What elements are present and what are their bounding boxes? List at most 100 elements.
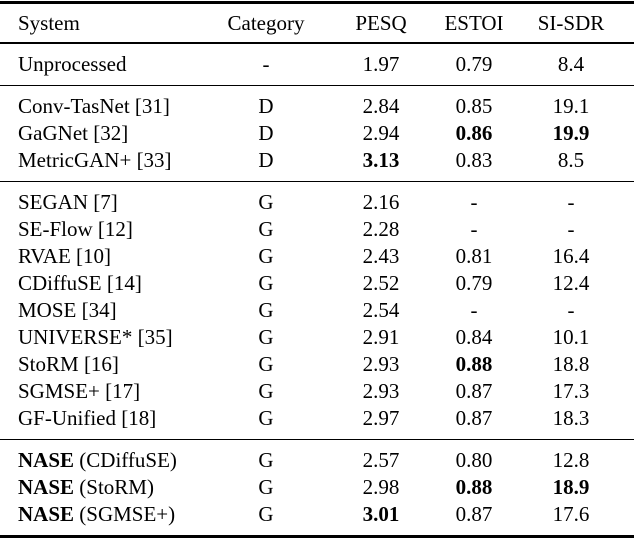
cell-pesq: 2.54 — [362, 298, 400, 322]
cell-sisdr: 19.1 — [552, 94, 590, 118]
system-name: (StoRM) — [74, 475, 154, 499]
cell-estoi: 0.80 — [455, 448, 493, 472]
cell-system: RVAE [10] — [0, 243, 210, 270]
system-name: (CDiffuSE) — [74, 448, 177, 472]
table-row: NASE (CDiffuSE) G 2.57 0.80 12.8 — [0, 440, 634, 475]
cell-pesq: 1.97 — [362, 52, 400, 76]
col-header-sisdr: SI-SDR — [537, 11, 605, 35]
cell-sisdr: 17.6 — [552, 502, 590, 526]
cell-system: Unprocessed — [0, 43, 210, 86]
system-name: MetricGAN+ [33] — [18, 148, 172, 172]
header-row: System Category PESQ ESTOI SI-SDR — [0, 3, 634, 44]
cell-system: SGMSE+ [17] — [0, 378, 210, 405]
table-row: SE-Flow [12] G 2.28 - - — [0, 216, 634, 243]
cell-sisdr: - — [567, 298, 575, 322]
system-name: RVAE [10] — [18, 244, 112, 268]
table-row: SGMSE+ [17] G 2.93 0.87 17.3 — [0, 378, 634, 405]
cell-category: - — [262, 52, 270, 76]
cell-sisdr: 12.4 — [552, 271, 590, 295]
cell-pesq: 2.93 — [362, 379, 400, 403]
system-name-bold: NASE — [18, 448, 75, 472]
col-header-pesq: PESQ — [355, 11, 407, 35]
cell-sisdr: 16.4 — [552, 244, 590, 268]
block-unprocessed: Unprocessed - 1.97 0.79 8.4 — [0, 43, 634, 86]
col-header-estoi: ESTOI — [444, 11, 504, 35]
cell-pesq: 2.97 — [362, 406, 400, 430]
cell-sisdr: 10.1 — [552, 325, 590, 349]
table-row: NASE (SGMSE+) G 3.01 0.87 17.6 — [0, 501, 634, 537]
table-row: RVAE [10] G 2.43 0.81 16.4 — [0, 243, 634, 270]
cell-system: MetricGAN+ [33] — [0, 147, 210, 182]
cell-category: G — [258, 244, 274, 268]
cell-sisdr: - — [567, 190, 575, 214]
cell-estoi: 0.88 — [455, 475, 493, 499]
cell-category: G — [258, 325, 274, 349]
cell-pesq: 2.52 — [362, 271, 400, 295]
system-name: SGMSE+ [17] — [18, 379, 141, 403]
cell-estoi: 0.85 — [455, 94, 493, 118]
cell-system: NASE (StoRM) — [0, 474, 210, 501]
cell-system: MOSE [34] — [0, 297, 210, 324]
cell-estoi: 0.86 — [455, 121, 493, 145]
block-generative: SEGAN [7] G 2.16 - - SE-Flow [12] G 2.28… — [0, 181, 634, 440]
cell-pesq: 2.94 — [362, 121, 400, 145]
system-name-bold: NASE — [18, 475, 75, 499]
block-nase: NASE (CDiffuSE) G 2.57 0.80 12.8 NASE (S… — [0, 439, 634, 537]
system-name: UNIVERSE* [35] — [18, 325, 173, 349]
table-row: MetricGAN+ [33] D 3.13 0.83 8.5 — [0, 147, 634, 182]
cell-sisdr: 19.9 — [552, 121, 590, 145]
cell-estoi: - — [470, 190, 478, 214]
table-row: GF-Unified [18] G 2.97 0.87 18.3 — [0, 405, 634, 440]
cell-sisdr: 8.5 — [557, 148, 585, 172]
cell-estoi: 0.81 — [455, 244, 493, 268]
cell-system: StoRM [16] — [0, 351, 210, 378]
system-name: SEGAN [7] — [18, 190, 118, 214]
cell-sisdr: 12.8 — [552, 448, 590, 472]
cell-estoi: 0.88 — [455, 352, 493, 376]
cell-pesq: 2.93 — [362, 352, 400, 376]
cell-estoi: 0.87 — [455, 379, 493, 403]
cell-category: G — [258, 271, 274, 295]
cell-sisdr: - — [567, 217, 575, 241]
cell-sisdr: 8.4 — [557, 52, 585, 76]
table-row: UNIVERSE* [35] G 2.91 0.84 10.1 — [0, 324, 634, 351]
cell-estoi: 0.79 — [455, 271, 493, 295]
cell-system: CDiffuSE [14] — [0, 270, 210, 297]
table-row: NASE (StoRM) G 2.98 0.88 18.9 — [0, 474, 634, 501]
table-row: CDiffuSE [14] G 2.52 0.79 12.4 — [0, 270, 634, 297]
system-name: CDiffuSE [14] — [18, 271, 142, 295]
cell-estoi: - — [470, 217, 478, 241]
system-name: MOSE [34] — [18, 298, 117, 322]
cell-pesq: 2.57 — [362, 448, 400, 472]
cell-system: Conv-TasNet [31] — [0, 86, 210, 121]
table-row: StoRM [16] G 2.93 0.88 18.8 — [0, 351, 634, 378]
system-name: SE-Flow [12] — [18, 217, 133, 241]
cell-category: G — [258, 502, 274, 526]
cell-sisdr: 18.9 — [552, 475, 590, 499]
cell-estoi: 0.79 — [455, 52, 493, 76]
table-row: GaGNet [32] D 2.94 0.86 19.9 — [0, 120, 634, 147]
table-row: MOSE [34] G 2.54 - - — [0, 297, 634, 324]
cell-category: G — [258, 190, 274, 214]
cell-category: G — [258, 448, 274, 472]
cell-system: SE-Flow [12] — [0, 216, 210, 243]
cell-pesq: 3.13 — [362, 148, 400, 172]
cell-category: G — [258, 217, 274, 241]
cell-estoi: 0.87 — [455, 502, 493, 526]
table-row: SEGAN [7] G 2.16 - - — [0, 182, 634, 217]
block-discriminative: Conv-TasNet [31] D 2.84 0.85 19.1 GaGNet… — [0, 85, 634, 182]
cell-category: D — [258, 148, 274, 172]
cell-system: GaGNet [32] — [0, 120, 210, 147]
cell-pesq: 2.28 — [362, 217, 400, 241]
cell-sisdr: 18.3 — [552, 406, 590, 430]
cell-category: D — [258, 121, 274, 145]
col-header-category: Category — [227, 11, 305, 35]
system-name: Conv-TasNet [31] — [18, 94, 170, 118]
system-name: GaGNet [32] — [18, 121, 129, 145]
table-row: Unprocessed - 1.97 0.79 8.4 — [0, 43, 634, 86]
system-name: StoRM [16] — [18, 352, 119, 376]
col-header-system: System — [18, 11, 80, 35]
table-header: System Category PESQ ESTOI SI-SDR — [0, 3, 634, 44]
cell-estoi: 0.87 — [455, 406, 493, 430]
cell-category: G — [258, 406, 274, 430]
